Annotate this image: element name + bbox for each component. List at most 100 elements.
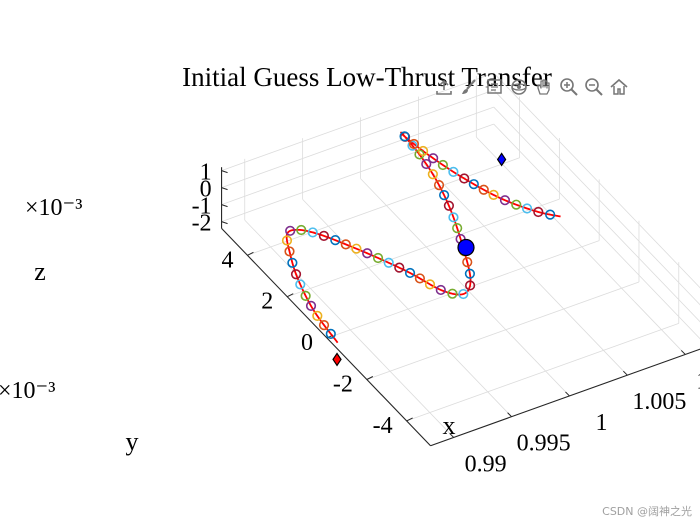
brush-icon[interactable] [458, 76, 480, 98]
z-tick-mark [221, 170, 228, 174]
z-tick-mark [221, 187, 228, 191]
trajectory-marker [521, 203, 533, 214]
x-axis-label: x [443, 411, 456, 440]
pan-icon[interactable] [533, 76, 555, 98]
zoom-in-icon[interactable] [558, 76, 580, 98]
y-tick-label: -2 [333, 372, 353, 398]
y-tick-label: 0 [301, 330, 313, 356]
y-tick-label: 2 [261, 289, 273, 315]
grid-line-side-z [493, 123, 700, 340]
z-tick-mark [221, 221, 228, 225]
trajectory-marker [424, 279, 436, 290]
y-axis-line [221, 228, 431, 447]
trajectory-marker [296, 224, 307, 236]
y-tick-mark [287, 293, 294, 298]
trajectory-marker [448, 166, 459, 177]
x-tick-label: 0.995 [517, 431, 571, 457]
y-tick-mark [406, 417, 413, 422]
y-multiplier-label: ×10⁻³ [0, 378, 55, 404]
trajectory-marker [448, 212, 459, 223]
trajectory-marker [443, 200, 455, 211]
trajectory-marker [428, 153, 439, 164]
axes-layer [221, 167, 700, 447]
trajectory-marker [437, 159, 448, 171]
start-diamond-marker [332, 352, 342, 367]
trajectory-marker [312, 310, 323, 322]
trajectory-marker [284, 246, 295, 257]
trajectory-marker [287, 257, 298, 268]
chart-title: Initial Guess Low-Thrust Transfer [182, 62, 552, 92]
x-tick-label: 1.005 [632, 389, 686, 415]
grid-line-floor-y [406, 322, 679, 422]
trajectory-marker [362, 248, 373, 259]
axes-toolbar [433, 76, 630, 98]
grid-line-floor-x [476, 136, 686, 355]
trajectory-marker [295, 279, 306, 290]
x-axis-line [430, 348, 700, 447]
trajectory-marker [318, 320, 330, 331]
export-icon[interactable] [433, 76, 455, 98]
datatip-icon[interactable] [483, 76, 505, 98]
z-tick-label: -2 [192, 211, 212, 237]
special-layer [332, 152, 507, 367]
trajectory-marker [435, 284, 446, 296]
trajectory-marker [421, 158, 432, 170]
trajectory-marker [439, 190, 450, 201]
grid-line-floor-x [360, 178, 570, 397]
z-tick-mark [221, 204, 228, 208]
trajectory-marker [417, 145, 429, 157]
y-axis-label: y [126, 427, 139, 456]
trajectory-marker [452, 222, 463, 234]
x-tick-mark [565, 391, 570, 397]
trajectory-marker [447, 288, 458, 299]
grid-line-floor-y [287, 198, 560, 298]
end-diamond-marker [496, 152, 507, 167]
y-tick-mark [366, 376, 374, 380]
trajectory-marker [383, 257, 394, 268]
grid-line-back-z [221, 106, 494, 205]
trajectory-marker [458, 288, 469, 300]
trajectory-marker [290, 269, 302, 280]
trajectory-marker [285, 225, 296, 236]
grid-line-side-z [493, 72, 700, 289]
grid-line-back-z [221, 89, 494, 188]
x-tick-label: 1.01 [696, 368, 700, 394]
x-tick-mark [449, 433, 455, 438]
grid-line-floor-x [418, 157, 628, 376]
trajectory-marker [488, 189, 499, 201]
trajectory-marker [499, 195, 511, 206]
x-tick-label: 0.99 [465, 451, 507, 477]
home-icon[interactable] [608, 76, 630, 98]
grid-line-floor-y [247, 157, 520, 256]
trajectory-marker [399, 131, 410, 142]
zoom-out-icon[interactable] [583, 76, 605, 98]
rotate-icon[interactable] [508, 76, 530, 98]
grid-line-back-z [221, 72, 494, 171]
trajectory-marker [318, 230, 329, 241]
x-tick-mark [680, 350, 686, 355]
trajectory-marker [281, 235, 293, 246]
trajectory-marker [545, 209, 556, 220]
center-body-marker [457, 238, 475, 257]
trajectory-marker [459, 173, 470, 184]
grid-line-floor-x [244, 219, 454, 438]
trajectory-marker [511, 199, 522, 210]
z-tick-label: 0 [200, 177, 212, 203]
trajectory-marker [325, 328, 336, 339]
watermark: CSDN @阔神之光 [602, 505, 692, 518]
y-tick-label: -4 [373, 413, 393, 439]
trajectory-marker [408, 138, 420, 150]
trajectory-marker [351, 243, 362, 254]
trajectory-marker [533, 206, 544, 218]
trajectory-marker [464, 268, 475, 279]
trajectory-marker [468, 179, 479, 190]
grid-line-side-z [493, 106, 700, 323]
marker-layer [281, 131, 556, 339]
trajectory-marker [414, 273, 425, 284]
trajectory-marker [433, 180, 445, 191]
grid-layer [221, 72, 700, 438]
trajectory-marker [478, 184, 489, 195]
x-tick-mark [507, 412, 512, 418]
